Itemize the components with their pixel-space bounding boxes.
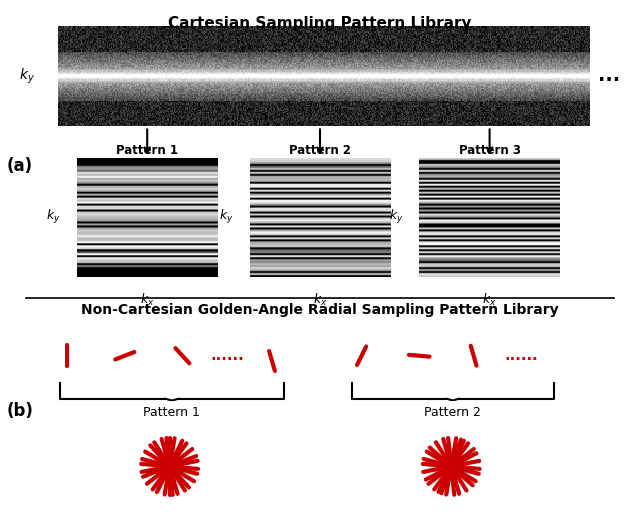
Text: ......: ...... bbox=[211, 348, 244, 363]
Text: $k_y$: $k_y$ bbox=[19, 66, 35, 85]
Title: Pattern 3: Pattern 3 bbox=[459, 144, 520, 157]
Text: (a): (a) bbox=[6, 157, 33, 175]
Text: $k_y$: $k_y$ bbox=[219, 208, 234, 227]
Text: Pattern 1: Pattern 1 bbox=[143, 406, 200, 419]
Text: $k_y$: $k_y$ bbox=[46, 208, 61, 227]
Title: Pattern 1: Pattern 1 bbox=[116, 144, 178, 157]
Text: Cartesian Sampling Pattern Library: Cartesian Sampling Pattern Library bbox=[168, 16, 472, 31]
Text: $k_x$: $k_x$ bbox=[313, 291, 327, 308]
Text: $k_x$: $k_x$ bbox=[140, 291, 154, 308]
Text: $k_y$: $k_y$ bbox=[388, 208, 403, 227]
Text: ......: ...... bbox=[505, 348, 538, 363]
Text: Pattern 2: Pattern 2 bbox=[424, 406, 481, 419]
Text: Non-Cartesian Golden-Angle Radial Sampling Pattern Library: Non-Cartesian Golden-Angle Radial Sampli… bbox=[81, 303, 559, 317]
Title: Pattern 2: Pattern 2 bbox=[289, 144, 351, 157]
Text: ...: ... bbox=[598, 66, 621, 85]
Text: (b): (b) bbox=[6, 402, 33, 420]
Text: $k_x$: $k_x$ bbox=[483, 291, 497, 308]
